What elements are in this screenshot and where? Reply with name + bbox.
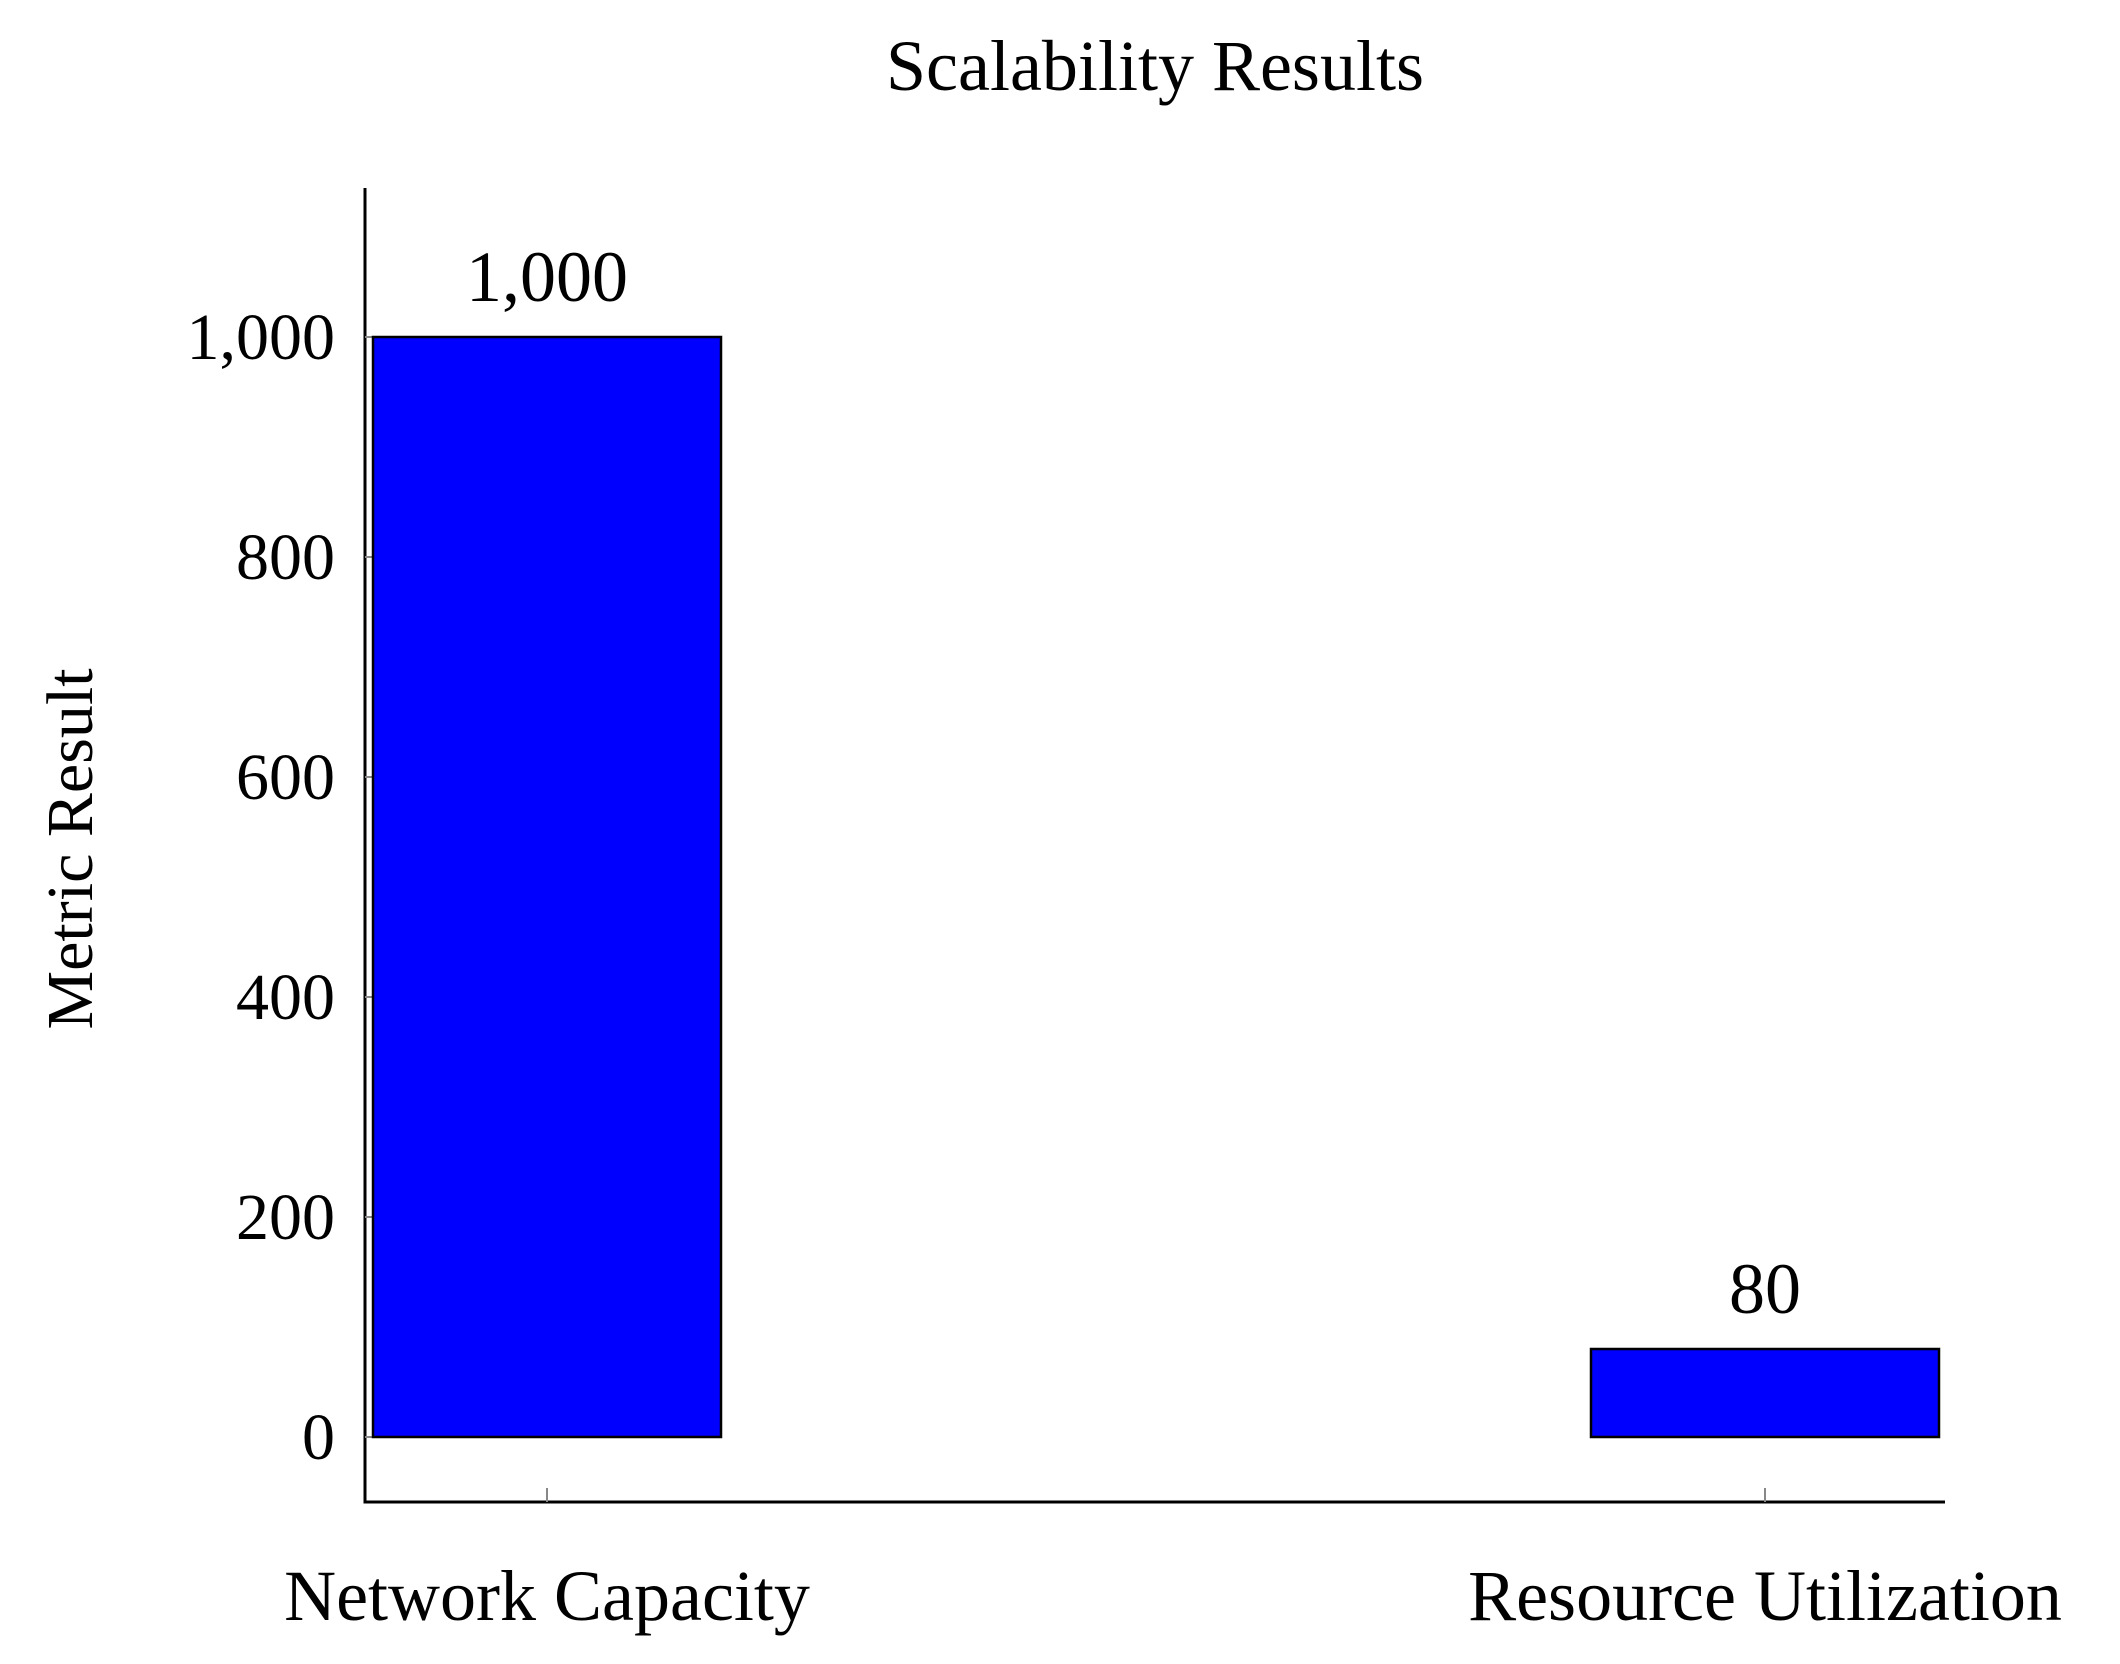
y-tick-label: 600 [236, 741, 335, 814]
bar [1589, 1347, 1941, 1439]
y-tick-label: 800 [236, 521, 335, 594]
plot-area: 0 200 400 600 800 1,000 Network Capacity 1,000 R… [187, 188, 2062, 1636]
y-axis-label: Metric Result [34, 668, 107, 1029]
bar [371, 335, 723, 1439]
x-tick-label: Network Capacity [284, 1556, 810, 1636]
chart-title: Scalability Results [886, 26, 1424, 106]
y-tick-label: 1,000 [187, 301, 336, 374]
y-tick-label: 200 [236, 1181, 335, 1254]
y-tick-label: 400 [236, 961, 335, 1034]
y-tick-label: 0 [302, 1401, 335, 1474]
data-label: 80 [1729, 1249, 1801, 1329]
x-tick-label: Resource Utilization [1468, 1556, 2062, 1636]
data-label: 1,000 [466, 237, 628, 317]
